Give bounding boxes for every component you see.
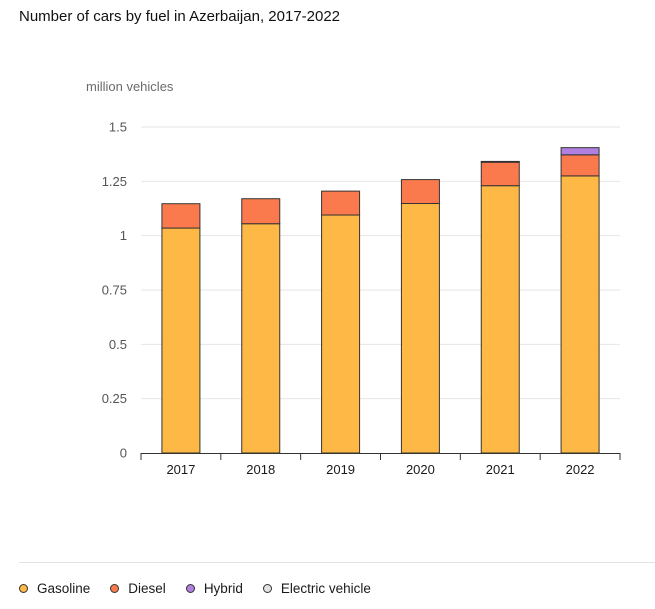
legend-item-diesel: Diesel [110, 581, 166, 596]
y-axis-unit-label: million vehicles [86, 79, 174, 94]
bar-segment-hybrid [560, 147, 600, 156]
bars [161, 147, 600, 454]
bar-segment-gasoline [560, 175, 600, 454]
x-tick-label: 2021 [486, 462, 515, 477]
x-axis: 2017 2018 2019 2020 2021 2022 [140, 453, 621, 477]
legend-label: Gasoline [37, 581, 91, 596]
bar-segment-gasoline [161, 227, 201, 454]
legend-item-hybrid: Hybrid [185, 581, 243, 596]
legend-swatch [110, 584, 120, 593]
chart-title: Number of cars by fuel in Azerbaijan, 20… [19, 8, 341, 25]
gridlines [141, 126, 620, 400]
y-axis-ticks: 0 0.25 0.5 0.75 1 1.25 1.5 [102, 120, 127, 461]
legend-swatch [262, 584, 272, 593]
bar-segment-diesel [321, 190, 361, 216]
legend-divider [19, 562, 655, 563]
legend: Gasoline Diesel Hybrid Electric vehicle [19, 581, 391, 596]
x-tick-label: 2022 [566, 462, 595, 477]
legend-label: Hybrid [203, 581, 243, 596]
bar-segment-diesel [560, 154, 600, 177]
y-tick-label: 1.25 [102, 174, 127, 189]
x-tick-label: 2019 [326, 462, 355, 477]
bar-segment-gasoline [321, 214, 361, 454]
x-tick-label: 2018 [246, 462, 275, 477]
bar-segment-gasoline [480, 185, 520, 454]
legend-label: Diesel [128, 581, 166, 596]
bar-segment-diesel [241, 198, 281, 225]
bar-segment-diesel [480, 161, 520, 187]
bar-segment-gasoline [400, 203, 440, 454]
y-tick-label: 1.5 [109, 120, 127, 135]
y-tick-label: 0.5 [109, 337, 127, 352]
bar-segment-diesel [161, 203, 201, 229]
legend-swatch [19, 584, 28, 593]
y-tick-label: 0.25 [102, 391, 127, 406]
y-tick-label: 1 [120, 228, 127, 243]
bar-segment-hybrid [480, 160, 520, 163]
legend-item-gasoline: Gasoline [19, 581, 90, 596]
bar-segment-diesel [400, 179, 440, 205]
y-tick-label: 0.75 [102, 283, 127, 298]
stacked-bar-chart: 0 0.25 0.5 0.75 1 1.25 1.5 2017 2018 2019 2020 202… [102, 120, 621, 477]
legend-item-electric-vehicle: Electric vehicle [262, 581, 371, 596]
y-tick-label: 0 [120, 446, 127, 461]
legend-swatch [185, 584, 195, 593]
bar-segment-gasoline [241, 223, 281, 454]
x-tick-label: 2017 [166, 462, 195, 477]
legend-label: Electric vehicle [280, 581, 371, 596]
x-tick-label: 2020 [406, 462, 435, 477]
